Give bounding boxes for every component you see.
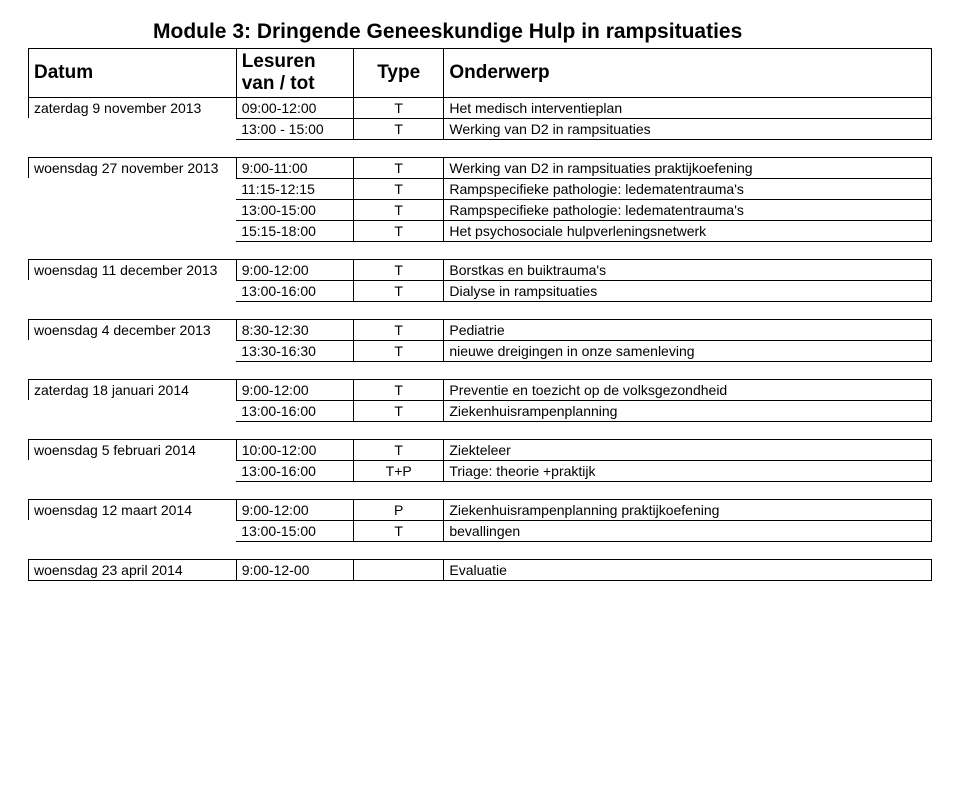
cell-type: T <box>354 319 444 340</box>
cell-subject: Ziekenhuisrampenplanning praktijkoefenin… <box>444 499 932 520</box>
cell-subject: Het medisch interventieplan <box>444 97 932 118</box>
cell-hours: 13:00-16:00 <box>236 400 353 421</box>
cell-type: T <box>354 157 444 178</box>
cell-type: T <box>354 259 444 280</box>
cell-hours: 9:00-12:00 <box>236 259 353 280</box>
header-hours: Lesuren van / tot <box>236 49 353 98</box>
header-type: Type <box>354 49 444 98</box>
cell-type: T <box>354 97 444 118</box>
cell-type: T <box>354 199 444 220</box>
cell-subject: Preventie en toezicht op de volksgezondh… <box>444 379 932 400</box>
cell-date: woensdag 11 december 2013 <box>29 259 237 280</box>
cell-date <box>29 199 237 220</box>
header-subject: Onderwerp <box>444 49 932 98</box>
table-row: 13:00-15:00Tbevallingen <box>29 520 932 541</box>
cell-subject: Triage: theorie +praktijk <box>444 460 932 481</box>
cell-hours: 13:00-16:00 <box>236 280 353 301</box>
cell-type: T <box>354 118 444 139</box>
cell-date: zaterdag 18 januari 2014 <box>29 379 237 400</box>
cell-hours: 13:00-15:00 <box>236 520 353 541</box>
table-row: 13:30-16:30Tnieuwe dreigingen in onze sa… <box>29 340 932 361</box>
table-row: 13:00-16:00T+PTriage: theorie +praktijk <box>29 460 932 481</box>
cell-type: T <box>354 220 444 241</box>
cell-date: woensdag 5 februari 2014 <box>29 439 237 460</box>
cell-date <box>29 220 237 241</box>
cell-hours: 9:00-12-00 <box>236 559 353 580</box>
spacer-row <box>29 421 932 439</box>
cell-date <box>29 118 237 139</box>
cell-hours: 13:00-16:00 <box>236 460 353 481</box>
cell-type: T <box>354 280 444 301</box>
cell-hours: 11:15-12:15 <box>236 178 353 199</box>
cell-date: woensdag 27 november 2013 <box>29 157 237 178</box>
spacer-row <box>29 481 932 499</box>
table-row: zaterdag 18 januari 20149:00-12:00TPreve… <box>29 379 932 400</box>
cell-subject: Ziekenhuisrampenplanning <box>444 400 932 421</box>
cell-type: P <box>354 499 444 520</box>
table-row: 11:15-12:15TRampspecifieke pathologie: l… <box>29 178 932 199</box>
cell-subject: nieuwe dreigingen in onze samenleving <box>444 340 932 361</box>
table-row: 13:00-15:00TRampspecifieke pathologie: l… <box>29 199 932 220</box>
table-row: woensdag 23 april 20149:00-12-00 Evaluati… <box>29 559 932 580</box>
cell-hours: 9:00-12:00 <box>236 499 353 520</box>
spacer-row <box>29 361 932 379</box>
module-title: Module 3: Dringende Geneeskundige Hulp i… <box>153 20 932 44</box>
cell-subject: Dialyse in rampsituaties <box>444 280 932 301</box>
cell-type: T <box>354 379 444 400</box>
table-row: 13:00-16:00TDialyse in rampsituaties <box>29 280 932 301</box>
cell-date <box>29 520 237 541</box>
cell-subject: Borstkas en buiktrauma's <box>444 259 932 280</box>
cell-hours: 9:00-11:00 <box>236 157 353 178</box>
cell-subject: Werking van D2 in rampsituaties praktijk… <box>444 157 932 178</box>
cell-subject: Werking van D2 in rampsituaties <box>444 118 932 139</box>
cell-subject: Rampspecifieke pathologie: ledematentrau… <box>444 178 932 199</box>
table-row: woensdag 27 november 20139:00-11:00TWerk… <box>29 157 932 178</box>
table-row: 15:15-18:00THet psychosociale hulpverlen… <box>29 220 932 241</box>
spacer-row <box>29 541 932 559</box>
cell-date <box>29 340 237 361</box>
cell-date: woensdag 23 april 2014 <box>29 559 237 580</box>
cell-subject: Rampspecifieke pathologie: ledematentrau… <box>444 199 932 220</box>
cell-hours: 13:00-15:00 <box>236 199 353 220</box>
table-row: woensdag 12 maart 20149:00-12:00PZiekenh… <box>29 499 932 520</box>
cell-type: T <box>354 178 444 199</box>
table-row: 13:00-16:00TZiekenhuisrampenplanning <box>29 400 932 421</box>
cell-type: T <box>354 340 444 361</box>
cell-date: woensdag 12 maart 2014 <box>29 499 237 520</box>
cell-hours: 13:00 - 15:00 <box>236 118 353 139</box>
cell-hours: 9:00-12:00 <box>236 379 353 400</box>
cell-date <box>29 178 237 199</box>
cell-type: T <box>354 520 444 541</box>
cell-hours: 15:15-18:00 <box>236 220 353 241</box>
table-row: woensdag 4 december 20138:30-12:30TPedia… <box>29 319 932 340</box>
cell-hours: 13:30-16:30 <box>236 340 353 361</box>
table-row: woensdag 5 februari 201410:00-12:00TZiek… <box>29 439 932 460</box>
header-date: Datum <box>29 49 237 98</box>
cell-subject: Evaluatie <box>444 559 932 580</box>
cell-subject: Het psychosociale hulpverleningsnetwerk <box>444 220 932 241</box>
cell-type: T+P <box>354 460 444 481</box>
cell-hours: 09:00-12:00 <box>236 97 353 118</box>
schedule-table: Datum Lesuren van / tot Type Onderwerp z… <box>28 48 932 581</box>
cell-subject: Pediatrie <box>444 319 932 340</box>
cell-type: T <box>354 400 444 421</box>
cell-date: zaterdag 9 november 2013 <box>29 97 237 118</box>
header-row: Datum Lesuren van / tot Type Onderwerp <box>29 49 932 98</box>
cell-subject: bevallingen <box>444 520 932 541</box>
cell-hours: 8:30-12:30 <box>236 319 353 340</box>
spacer-row <box>29 139 932 157</box>
table-row: 13:00 - 15:00TWerking van D2 in rampsitu… <box>29 118 932 139</box>
cell-date: woensdag 4 december 2013 <box>29 319 237 340</box>
table-row: woensdag 11 december 20139:00-12:00TBors… <box>29 259 932 280</box>
cell-subject: Ziekteleer <box>444 439 932 460</box>
spacer-row <box>29 241 932 259</box>
cell-type <box>354 559 444 580</box>
spacer-row <box>29 301 932 319</box>
cell-type: T <box>354 439 444 460</box>
cell-date <box>29 460 237 481</box>
cell-date <box>29 400 237 421</box>
table-row: zaterdag 9 november 201309:00-12:00THet … <box>29 97 932 118</box>
cell-date <box>29 280 237 301</box>
cell-hours: 10:00-12:00 <box>236 439 353 460</box>
